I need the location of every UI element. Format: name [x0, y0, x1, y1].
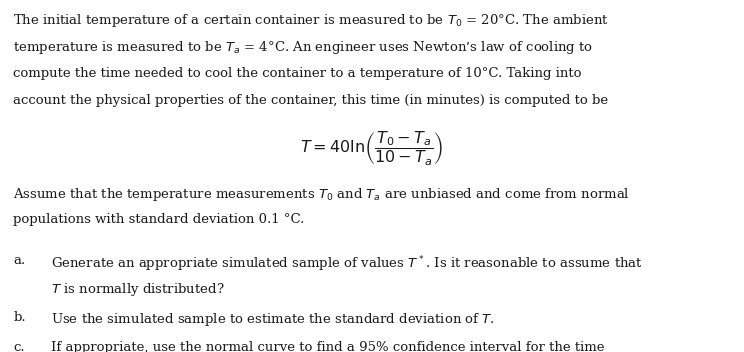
- Text: compute the time needed to cool the container to a temperature of 10°C. Taking i: compute the time needed to cool the cont…: [13, 67, 582, 80]
- Text: Use the simulated sample to estimate the standard deviation of $T$.: Use the simulated sample to estimate the…: [51, 311, 495, 328]
- Text: a.: a.: [13, 254, 25, 267]
- Text: The initial temperature of a certain container is measured to be $T_0$ = 20°C. T: The initial temperature of a certain con…: [13, 12, 609, 29]
- Text: Assume that the temperature measurements $T_0$ and $T_a$ are unbiased and come f: Assume that the temperature measurements…: [13, 186, 630, 203]
- Text: c.: c.: [13, 341, 25, 352]
- Text: account the physical properties of the container, this time (in minutes) is comp: account the physical properties of the c…: [13, 94, 609, 107]
- Text: populations with standard deviation 0.1 °C.: populations with standard deviation 0.1 …: [13, 213, 305, 226]
- Text: $T$ is normally distributed?: $T$ is normally distributed?: [51, 281, 224, 298]
- Text: $T = 40\ln\!\left(\dfrac{T_0 - T_a}{10 - T_a}\right)$: $T = 40\ln\!\left(\dfrac{T_0 - T_a}{10 -…: [301, 130, 443, 168]
- Text: b.: b.: [13, 311, 26, 324]
- Text: If appropriate, use the normal curve to find a 95% confidence interval for the t: If appropriate, use the normal curve to …: [51, 341, 604, 352]
- Text: Generate an appropriate simulated sample of values $T^*$. Is it reasonable to as: Generate an appropriate simulated sample…: [51, 254, 643, 274]
- Text: temperature is measured to be $T_a$ = 4°C. An engineer uses Newton’s law of cool: temperature is measured to be $T_a$ = 4°…: [13, 39, 594, 56]
